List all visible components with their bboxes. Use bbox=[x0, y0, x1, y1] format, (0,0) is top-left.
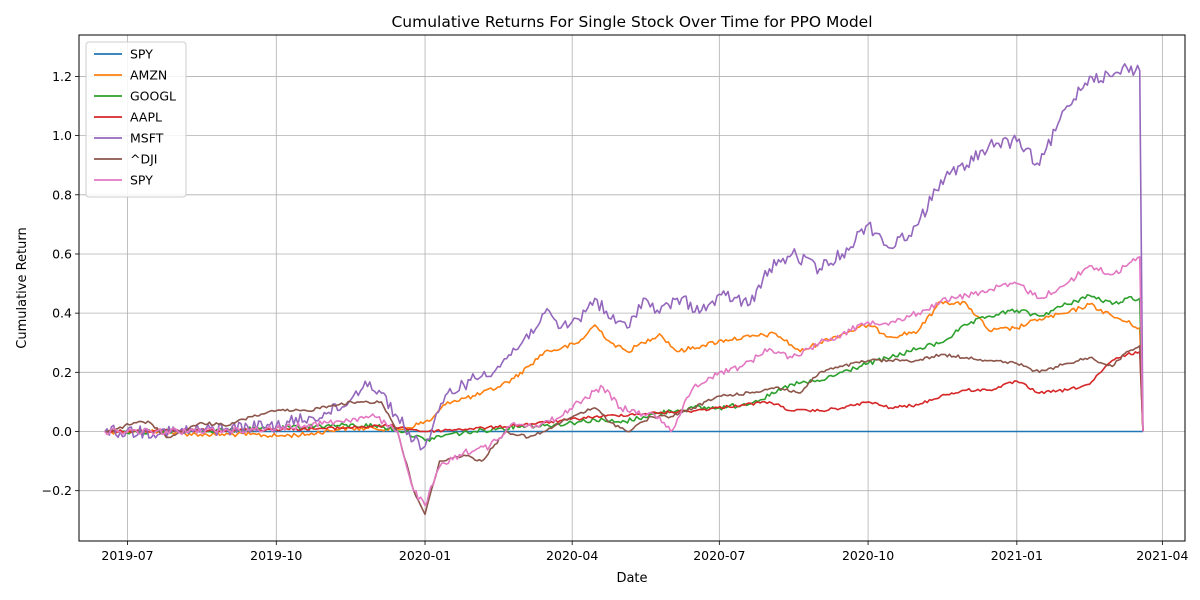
y-tick-label: 0.2 bbox=[52, 365, 72, 380]
legend-label: AMZN bbox=[130, 68, 167, 83]
y-axis: −0.2 0.0 0.2 0.4 0.6 0.8 1.0 1.2 bbox=[42, 69, 79, 498]
legend: SPY AMZN GOOGL AAPL MSFT ^DJI SPY bbox=[85, 41, 187, 198]
legend-label: SPY bbox=[130, 47, 153, 62]
x-tick-label: 2019-07 bbox=[101, 548, 153, 563]
plot-frame bbox=[78, 34, 1186, 542]
legend-label: SPY bbox=[130, 173, 153, 188]
legend-label: GOOGL bbox=[130, 89, 176, 104]
series-line-6 bbox=[104, 344, 1144, 516]
legend-label: ^DJI bbox=[130, 152, 157, 167]
x-tick-label: 2020-01 bbox=[399, 548, 451, 563]
legend-label: AAPL bbox=[130, 110, 162, 125]
y-tick-label: 0.4 bbox=[52, 306, 72, 321]
y-tick-label: 1.0 bbox=[52, 128, 72, 143]
legend-label: MSFT bbox=[130, 131, 164, 146]
series-line-7 bbox=[104, 256, 1144, 507]
y-tick-label: 1.2 bbox=[52, 69, 72, 84]
x-tick-label: 2021-04 bbox=[1136, 548, 1188, 563]
series-line-5 bbox=[104, 63, 1144, 451]
x-tick-label: 2020-07 bbox=[693, 548, 745, 563]
x-tick-label: 2020-10 bbox=[842, 548, 894, 563]
series-line-2 bbox=[104, 300, 1144, 439]
y-axis-label: Cumulative Return bbox=[15, 227, 30, 348]
x-axis-label: Date bbox=[616, 571, 647, 586]
series-layer bbox=[104, 63, 1144, 516]
x-tick-label: 2020-04 bbox=[546, 548, 598, 563]
y-tick-label: 0.6 bbox=[52, 246, 72, 261]
chart-title: Cumulative Returns For Single Stock Over… bbox=[391, 13, 872, 31]
y-tick-label: 0.8 bbox=[52, 187, 72, 202]
x-axis: 2019-07 2019-10 2020-01 2020-04 2020-07 2020-… bbox=[101, 541, 1189, 563]
y-tick-label: −0.2 bbox=[42, 483, 72, 498]
x-tick-label: 2019-10 bbox=[250, 548, 302, 563]
y-tick-label: 0.0 bbox=[52, 424, 72, 439]
x-tick-label: 2021-01 bbox=[991, 548, 1043, 563]
